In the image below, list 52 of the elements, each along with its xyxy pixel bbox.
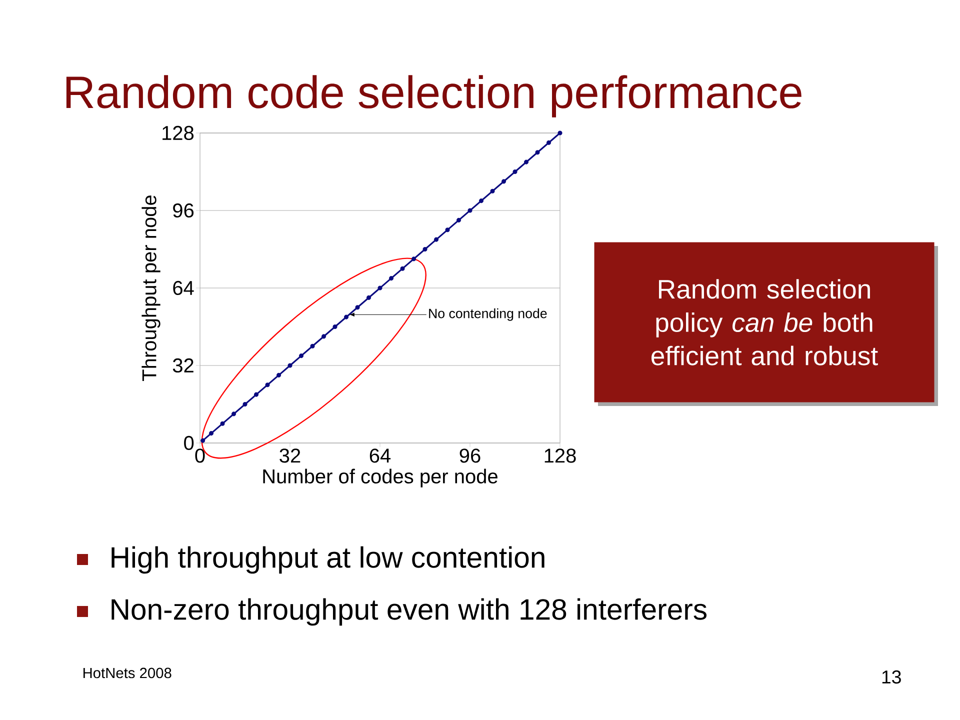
point [378,286,382,290]
x-tick-label: 128 [544,448,576,463]
text: 13 [882,670,901,684]
point [321,334,326,339]
point [478,198,484,204]
point [276,372,282,378]
chart-title: Random code selection performance [66,75,802,118]
point [310,344,315,348]
point [512,169,518,174]
x-tick-label: 32 [280,448,300,463]
text: Non-zero throughput even with 128 interferers [112,598,707,626]
point [288,363,292,368]
point [388,276,394,281]
y-tick-label: 64 [173,280,194,296]
point [490,188,495,194]
point [254,392,259,397]
point [355,305,360,310]
point [456,218,462,222]
point [231,412,236,416]
y-tick-label: 0 [184,436,194,450]
point [434,237,439,242]
point [298,354,304,358]
point [445,228,450,232]
point [558,130,562,136]
point [411,256,416,262]
point [332,324,338,330]
point [265,382,270,388]
point [208,431,214,436]
x-tick-label: 0 [195,448,205,463]
point [524,160,529,164]
y-tick-label: 32 [172,358,194,373]
y-tick-label: 128 [162,126,194,140]
point [400,266,405,271]
point [422,246,428,252]
point [468,208,472,213]
point [200,438,206,443]
x-tick-label: 96 [460,448,480,463]
point [546,140,552,145]
point [344,314,349,320]
x-axis-title: Number of codes per node [263,468,498,488]
text: Random selection policy can be both efficient and robust [652,279,878,366]
point [501,179,506,184]
x-tick-label: 64 [370,448,391,463]
annotation: No contending node [429,308,547,321]
point [535,150,540,155]
text: HotNets 2008 [83,668,172,678]
point [220,421,225,426]
y-tick-label: 96 [173,203,194,218]
text: High throughput at low contention [112,546,544,574]
point [366,295,372,300]
point [242,402,248,406]
y-axis-title: Throughput per node [142,196,160,381]
